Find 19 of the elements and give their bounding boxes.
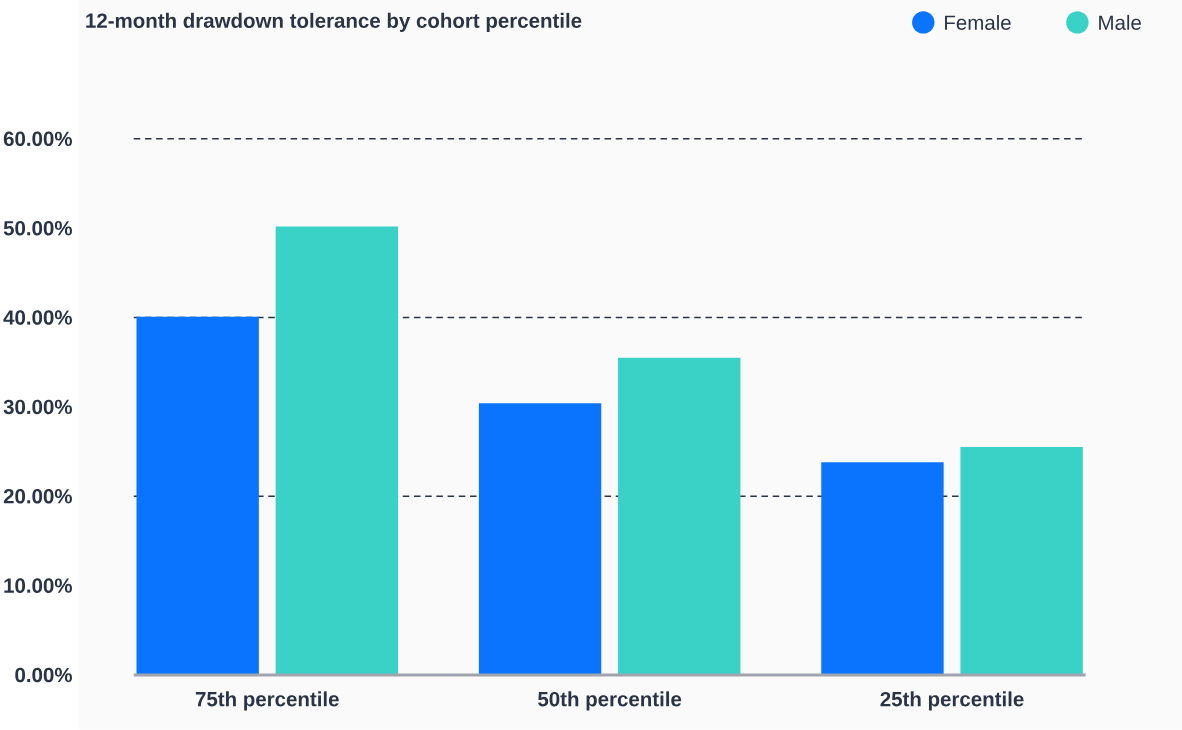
bar [618, 358, 741, 676]
y-tick-label: 50.00% [3, 221, 72, 236]
y-tick-label: 30.00% [3, 399, 72, 415]
x-tick-label: 75th percentile [195, 691, 339, 711]
y-tick-label: 60.00% [3, 131, 72, 147]
chart-title: 12-month drawdown tolerance by cohort percentile [86, 13, 582, 33]
bar [275, 226, 399, 676]
x-tick-label: 50th percentile [538, 691, 682, 711]
legend-label: Female [945, 15, 1011, 31]
legend-label: Male [1099, 15, 1141, 31]
y-tick-label: 20.00% [3, 489, 72, 504]
bar [136, 316, 259, 676]
x-tick-label: 25th percentile [880, 691, 1024, 711]
bar [960, 447, 1083, 676]
bar [821, 462, 944, 676]
bar [478, 403, 602, 676]
y-tick-label: 40.00% [3, 310, 72, 326]
y-tick-label: 0.00% [15, 667, 72, 683]
y-tick-label: 10.00% [4, 578, 72, 594]
